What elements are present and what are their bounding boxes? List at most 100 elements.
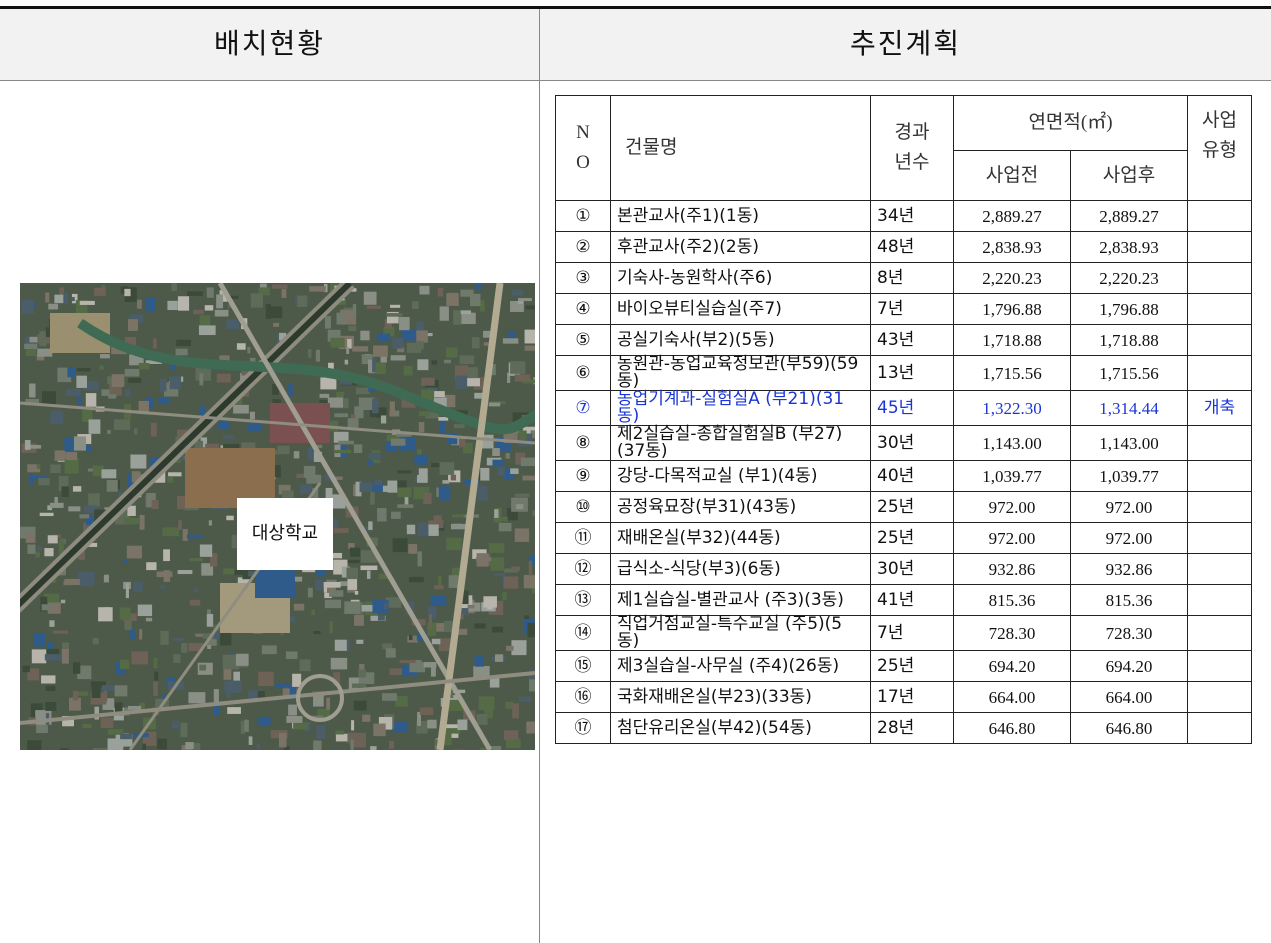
cell-after: 1,715.56 (1071, 356, 1188, 391)
map-block (233, 405, 249, 414)
map-block (152, 500, 159, 509)
table-row: ⑮제3실습실-사무실 (주4)(26동)25년694.20694.20 (556, 651, 1252, 682)
map-block (333, 553, 342, 558)
cell-name: 본관교사(주1)(1동) (611, 201, 871, 232)
map-block (266, 304, 271, 319)
header-right: 추진계획 (540, 9, 1271, 80)
cell-name: 첨단유리온실(부42)(54동) (611, 713, 871, 744)
map-block (348, 418, 359, 428)
map-block (440, 462, 455, 475)
map-block (427, 720, 436, 729)
map-block (526, 722, 535, 734)
map-block (370, 492, 375, 505)
table-row: ③기숙사-농원학사(주6)8년2,220.232,220.23 (556, 263, 1252, 294)
map-block (390, 668, 402, 675)
map-block (50, 411, 63, 425)
map-block (44, 548, 53, 556)
cell-before: 646.80 (954, 713, 1071, 744)
map-block (27, 740, 41, 750)
map-block (194, 588, 198, 592)
map-block (79, 514, 89, 518)
map-block (313, 740, 321, 750)
map-block (53, 631, 68, 634)
map-block (123, 559, 128, 563)
cell-after: 1,143.00 (1071, 426, 1188, 461)
cell-type (1188, 356, 1252, 391)
map-block (484, 342, 489, 345)
map-block (45, 702, 56, 711)
map-block (417, 341, 424, 350)
map-block (505, 702, 513, 709)
map-block (215, 310, 229, 317)
cell-no: ⑧ (556, 426, 611, 461)
header-row: 배치현황 추진계획 (0, 9, 1271, 81)
map-block (167, 476, 173, 482)
header-after: 사업후 (1071, 151, 1188, 201)
map-block (86, 446, 92, 452)
map-block (168, 472, 181, 476)
map-block (510, 361, 525, 374)
cell-name: 직업거점교실-특수교실 (주5)(5동) (611, 616, 871, 651)
map-block (226, 516, 233, 520)
map-block (62, 486, 69, 497)
map-block (120, 733, 132, 739)
map-block (223, 435, 234, 439)
map-block (516, 504, 523, 509)
map-block (367, 306, 381, 309)
map-block (73, 662, 80, 674)
map-block (324, 582, 341, 588)
map-block (185, 742, 193, 749)
cell-before: 2,220.23 (954, 263, 1071, 294)
cell-after: 1,718.88 (1071, 325, 1188, 356)
map-block (114, 419, 130, 430)
map-block (360, 566, 377, 571)
map-block (428, 524, 438, 535)
map-block (223, 568, 234, 574)
map-block (355, 591, 358, 595)
map-block (250, 412, 255, 420)
map-block (249, 736, 253, 745)
map-block (293, 723, 308, 730)
map-block (506, 739, 521, 749)
map-block (407, 636, 417, 643)
cell-years: 41년 (871, 585, 954, 616)
map-block (480, 468, 489, 481)
map-block (389, 741, 394, 749)
cell-after: 2,220.23 (1071, 263, 1188, 294)
map-block (130, 455, 146, 469)
map-block (518, 298, 532, 301)
map-block (378, 615, 385, 620)
map-block (532, 510, 535, 516)
map-block (112, 374, 125, 387)
map-block (502, 592, 506, 600)
cell-name: 기숙사-농원학사(주6) (611, 263, 871, 294)
cell-before: 1,718.88 (954, 325, 1071, 356)
map-block (489, 543, 505, 553)
cell-before: 1,796.88 (954, 294, 1071, 325)
map-block (157, 739, 167, 750)
map-block (491, 557, 504, 570)
cell-type (1188, 492, 1252, 523)
map-block (409, 577, 424, 582)
map-block (421, 378, 435, 386)
map-block (397, 504, 413, 508)
map-block (207, 645, 211, 649)
map-block (370, 746, 376, 750)
cell-type (1188, 263, 1252, 294)
map-block (316, 726, 325, 739)
map-block (164, 570, 171, 582)
map-block (392, 721, 408, 732)
map-block (525, 346, 535, 351)
map-block (412, 301, 419, 309)
map-block (453, 749, 464, 750)
map-block (368, 521, 372, 530)
map-block (234, 570, 248, 575)
map-block (477, 553, 489, 566)
cell-name: 공정육묘장(부31)(43동) (611, 492, 871, 523)
map-block (320, 394, 330, 398)
map-block (178, 520, 182, 530)
map-block (529, 561, 532, 576)
map-block (314, 631, 321, 634)
map-block (288, 705, 297, 716)
map-block (351, 720, 354, 730)
